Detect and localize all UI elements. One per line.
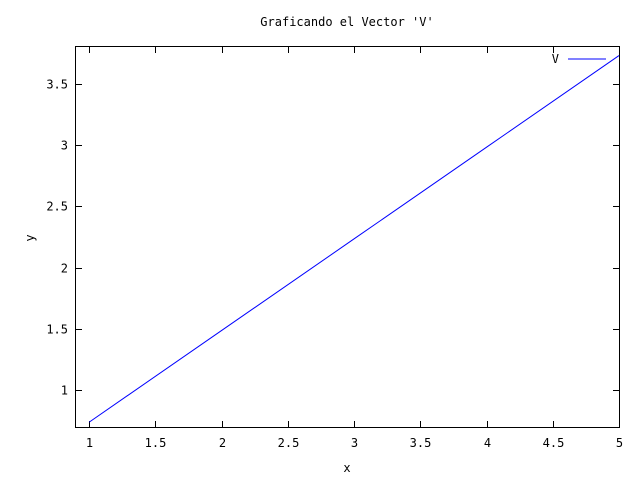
x-tick-label: 2: [219, 436, 226, 450]
plot-frame: [75, 46, 620, 428]
chart-title: Graficando el Vector 'V': [260, 15, 433, 29]
x-tick-label: 5: [616, 436, 623, 450]
y-tick-label: 1.5: [46, 323, 68, 337]
y-tick-label: 3: [61, 139, 68, 153]
series-group: [88, 55, 620, 423]
x-tick-label: 3.5: [410, 436, 432, 450]
y-axis-label: y: [23, 234, 37, 241]
y-tick-label: 1: [61, 384, 68, 398]
y-tick-label: 2: [61, 262, 68, 276]
x-tick-label: 2.5: [278, 436, 300, 450]
legend: V: [552, 52, 606, 66]
x-axis-label: x: [343, 461, 350, 475]
y-tick-label: 2.5: [46, 200, 68, 214]
y-tick-label: 3.5: [46, 78, 68, 92]
x-tick-label: 4: [484, 436, 491, 450]
legend-label-v: V: [552, 52, 559, 66]
series-line-v: [88, 55, 620, 423]
x-tick-label: 4.5: [543, 436, 565, 450]
x-tick-label: 1: [86, 436, 93, 450]
x-tick-label: 1.5: [145, 436, 167, 450]
x-tick-label: 3: [351, 436, 358, 450]
axis-ticks: 1 1.5 2 2.5 3 3.5 4 4.5 5 1 1.5 2 2.5 3 3.5: [46, 47, 623, 450]
